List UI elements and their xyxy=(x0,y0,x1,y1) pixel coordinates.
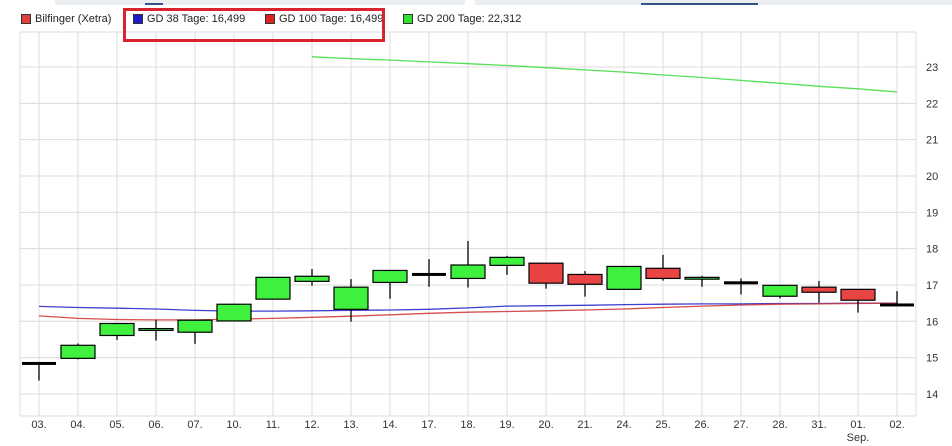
x-tick-label: 11. xyxy=(266,419,280,431)
legend-item-gd200[interactable]: GD 200 Tage: 22,312 xyxy=(403,13,521,25)
x-tick-label: 28. xyxy=(772,419,787,431)
legend-label: GD 200 Tage: 22,312 xyxy=(417,13,522,25)
candle-doji xyxy=(412,272,446,276)
candle-doji xyxy=(724,281,758,285)
y-tick-label: 18 xyxy=(926,244,938,256)
legend-item-gd38[interactable]: GD 38 Tage: 16,499 xyxy=(133,13,245,25)
y-tick-label: 16 xyxy=(926,316,938,328)
x-tick-label: 14. xyxy=(382,419,397,431)
x-tick-label: 06. xyxy=(148,419,163,431)
legend-label: GD 38 Tage: 16,499 xyxy=(147,13,246,25)
candle-up xyxy=(450,264,486,280)
y-tick-label: 21 xyxy=(926,135,938,147)
x-tick-label: 03. xyxy=(31,419,46,431)
legend-swatch xyxy=(265,14,275,24)
tab-strip-segment xyxy=(55,0,465,5)
x-tick-label: 19. xyxy=(499,419,514,431)
candle-up xyxy=(333,286,369,310)
candle-down xyxy=(528,262,564,284)
candle-doji xyxy=(880,303,914,307)
candle-up xyxy=(684,276,720,280)
x-tick-label: 17. xyxy=(421,419,436,431)
candle-up xyxy=(60,344,96,359)
candle-down xyxy=(801,286,837,293)
x-tick-label: 21. xyxy=(577,419,592,431)
candle-up xyxy=(216,303,252,322)
x-tick-label: 18. xyxy=(460,419,475,431)
y-tick-label: 20 xyxy=(926,171,938,183)
active-tab-indicator[interactable] xyxy=(145,3,163,5)
candle-down xyxy=(645,267,681,280)
candle-up xyxy=(177,319,213,333)
y-tick-label: 17 xyxy=(926,280,938,292)
candle-up xyxy=(255,276,291,300)
active-tab-indicator[interactable] xyxy=(641,3,758,5)
y-tick-label: 22 xyxy=(926,98,938,110)
highlight-box xyxy=(123,8,385,42)
legend-label: Bilfinger (Xetra) xyxy=(35,13,112,25)
x-tick-label: 31. xyxy=(811,419,826,431)
x-tick-label: 27. xyxy=(733,419,748,431)
candle-up xyxy=(762,284,798,297)
legend-swatch xyxy=(403,14,413,24)
x-tick-label: 24. xyxy=(616,419,631,431)
x-tick-label: 26. xyxy=(694,419,709,431)
y-tick-label: 19 xyxy=(926,207,938,219)
x-tick-label: 13. xyxy=(343,419,358,431)
y-tick-label: 14 xyxy=(926,389,938,401)
candle-down xyxy=(567,273,603,285)
legend-item-gd100[interactable]: GD 100 Tage: 16,499 xyxy=(265,13,383,25)
y-tick-label: 23 xyxy=(926,62,938,74)
candle-up xyxy=(372,269,408,284)
candle-down xyxy=(840,288,876,301)
candle-up xyxy=(294,275,330,282)
legend-item-bilfinger[interactable]: Bilfinger (Xetra) xyxy=(21,13,111,25)
ma-line-gd200 xyxy=(311,56,898,93)
x-tick-label: 25. xyxy=(655,419,670,431)
ma-line-gd38 xyxy=(38,302,898,312)
x-tick-label: 10. xyxy=(226,419,241,431)
y-tick-label: 15 xyxy=(926,353,938,365)
candle-up xyxy=(138,327,174,331)
legend-swatch xyxy=(21,14,31,24)
x-tick-label: 05. xyxy=(109,419,124,431)
tab-strip-segment xyxy=(475,0,952,5)
x-tick-label: 20. xyxy=(538,419,553,431)
legend-swatch xyxy=(133,14,143,24)
x-tick-sublabel: Sep. xyxy=(847,432,870,444)
candle-up xyxy=(99,322,135,337)
x-tick-label: 02. xyxy=(889,419,904,431)
x-tick-label: 04. xyxy=(70,419,85,431)
candle-doji xyxy=(22,361,56,365)
x-tick-label: 07. xyxy=(187,419,202,431)
candle-up xyxy=(606,265,642,290)
top-tab-strip xyxy=(0,0,952,5)
candle-up xyxy=(489,256,525,266)
x-tick-label: 12. xyxy=(304,419,319,431)
x-tick-label: 01. xyxy=(850,419,865,431)
legend-label: GD 100 Tage: 16,499 xyxy=(279,13,384,25)
